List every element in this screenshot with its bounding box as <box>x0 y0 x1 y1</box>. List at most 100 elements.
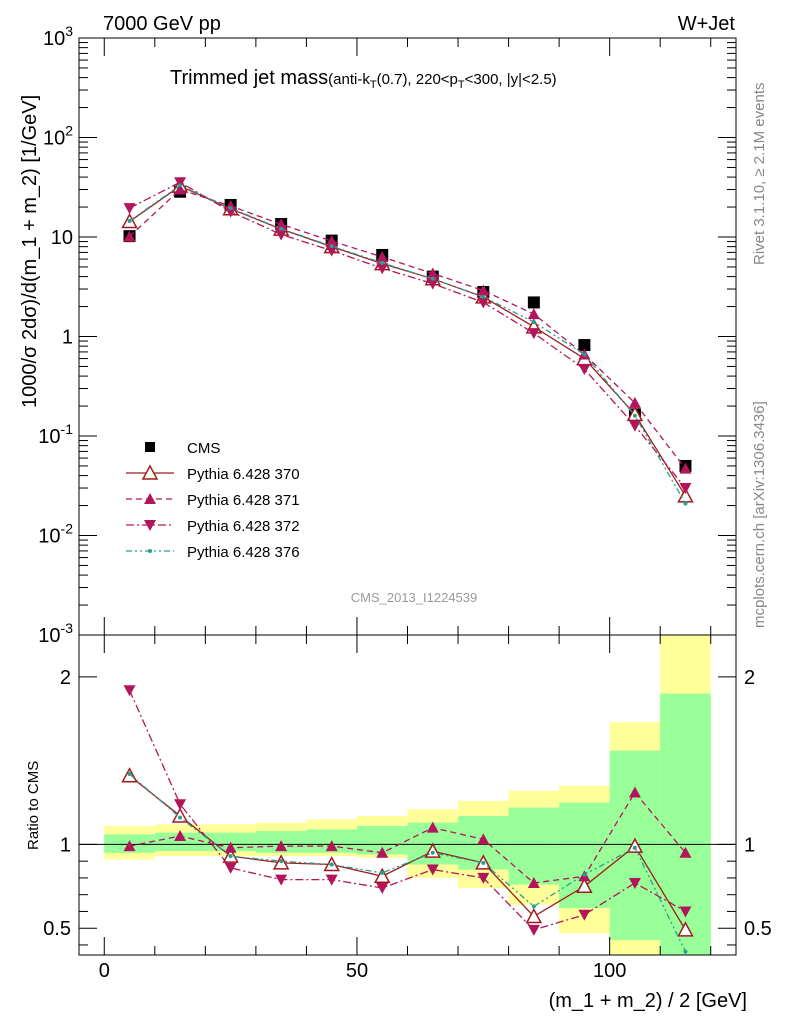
main-y-tick-label: 103 <box>43 23 73 50</box>
legend-marker-sample <box>145 442 155 452</box>
data-point <box>527 308 540 320</box>
main-y-tick-label: 10 <box>51 227 73 249</box>
legend-item-pythia-6-428-376: Pythia 6.428 376 <box>126 544 300 561</box>
ratio-point <box>174 830 187 842</box>
series-pythia-6-428-376 <box>127 183 688 506</box>
header-right: W+Jet <box>678 13 736 35</box>
series-pythia-6-428-371 <box>123 183 692 474</box>
ratio-point <box>426 864 439 876</box>
data-point <box>123 203 136 215</box>
legend-label: Pythia 6.428 370 <box>187 466 300 483</box>
data-point <box>376 250 389 262</box>
ratio-y-axis-title: Ratio to CMS <box>25 761 42 850</box>
data-point <box>632 413 637 418</box>
main-plot-frame <box>78 37 737 636</box>
data-point <box>224 206 237 218</box>
main-y-axis-title: 1000/σ 2dσ)/d(m_1 + m_2) [1/GeV] <box>19 95 41 408</box>
data-point <box>679 483 692 495</box>
data-point <box>127 218 132 223</box>
legend-label: CMS <box>187 440 220 457</box>
ratio-point <box>576 877 593 894</box>
main-y-tick-label: 10-2 <box>38 521 73 548</box>
ratio-point <box>525 907 543 924</box>
ratio-uncertainty-bands <box>79 635 736 955</box>
data-point <box>430 276 435 281</box>
series-line <box>129 181 686 489</box>
series-line <box>129 188 686 470</box>
ratio-point <box>628 877 641 889</box>
data-point <box>228 206 233 211</box>
rivet-label: Rivet 3.1.10, ≥ 2.1M events <box>751 83 768 266</box>
data-point <box>477 297 490 309</box>
series-pythia-6-428-372 <box>123 177 692 495</box>
ratio-point <box>477 833 490 845</box>
plot-title: Trimmed jet mass(anti-kT​(0.7), 220<pT​<… <box>170 67 557 91</box>
data-point <box>123 230 136 242</box>
ratio-point <box>527 924 540 936</box>
ratio-series-pythia-6-428-372 <box>123 685 692 936</box>
data-point <box>174 183 187 195</box>
ratio-point <box>426 821 439 833</box>
ratio-point <box>531 904 536 909</box>
data-point <box>679 462 692 474</box>
ratio-y-tick-label: 1 <box>60 834 71 856</box>
ratio-point <box>127 772 132 777</box>
data-point <box>578 364 591 376</box>
ratio-point <box>632 845 637 850</box>
legend-marker-sample <box>148 549 152 553</box>
legend-item-pythia-6-428-371: Pythia 6.428 371 <box>126 492 300 509</box>
ratio-point <box>527 876 540 888</box>
ratio-point <box>224 841 237 853</box>
data-point <box>582 352 587 357</box>
ratio-point <box>430 850 435 855</box>
data-point <box>628 420 641 432</box>
data-point <box>531 319 536 324</box>
ratio-point <box>679 846 692 858</box>
series-line <box>129 184 687 504</box>
x-axis-title: (m_1 + m_2) / 2 [GeV] <box>549 990 747 1012</box>
data-point <box>174 177 187 189</box>
legend-label: Pythia 6.428 371 <box>187 492 300 509</box>
data-point <box>527 328 540 340</box>
ratio-series-pythia-6-428-371 <box>123 786 692 888</box>
ratio-point <box>626 837 644 853</box>
data-point <box>628 396 641 408</box>
ratio-y-tick-label: 2 <box>60 667 71 689</box>
ratio-point <box>380 870 385 875</box>
data-point <box>578 339 591 352</box>
legend-marker-sample <box>141 464 159 480</box>
plot-title-main: Trimmed jet mass <box>170 67 328 89</box>
analysis-watermark: CMS_2013_I1224539 <box>351 590 478 605</box>
ratio-line <box>128 690 686 931</box>
legend-item-cms: CMS <box>145 440 220 457</box>
data-point <box>380 260 385 265</box>
ratio-series <box>121 685 694 954</box>
ratio-point <box>174 799 187 811</box>
legend: CMS Pythia 6.428 370 Pythia 6.428 371 Pythi… <box>126 440 300 561</box>
data-point <box>683 501 688 506</box>
data-point <box>426 267 439 279</box>
data-point <box>325 235 338 247</box>
main-y-tick-label: 102 <box>43 123 73 150</box>
ratio-line <box>129 773 687 952</box>
data-point <box>275 229 288 241</box>
ratio-point <box>279 859 284 864</box>
main-series <box>121 177 694 506</box>
ratio-point <box>275 840 288 852</box>
ratio-point <box>325 840 338 852</box>
data-point <box>178 183 183 188</box>
ratio-y-tick-label-right: 1 <box>744 834 755 856</box>
series-cms <box>123 185 692 472</box>
ratio-point <box>376 846 389 858</box>
data-point <box>376 263 389 275</box>
data-point <box>426 278 439 290</box>
data-point <box>477 284 490 296</box>
ratio-point <box>683 949 688 954</box>
plot-subtitle: (anti-kT​(0.7), 220<pT​<300, |y|<2.5) <box>328 71 557 91</box>
ratio-series-pythia-6-428-376 <box>127 772 688 954</box>
ratio-y-tick-label-right: 2 <box>744 667 755 689</box>
legend-label: Pythia 6.428 376 <box>187 544 300 561</box>
ratio-point <box>373 867 391 884</box>
ratio-y-tick-label-right: 0.5 <box>744 918 772 940</box>
ratio-point <box>329 862 334 867</box>
